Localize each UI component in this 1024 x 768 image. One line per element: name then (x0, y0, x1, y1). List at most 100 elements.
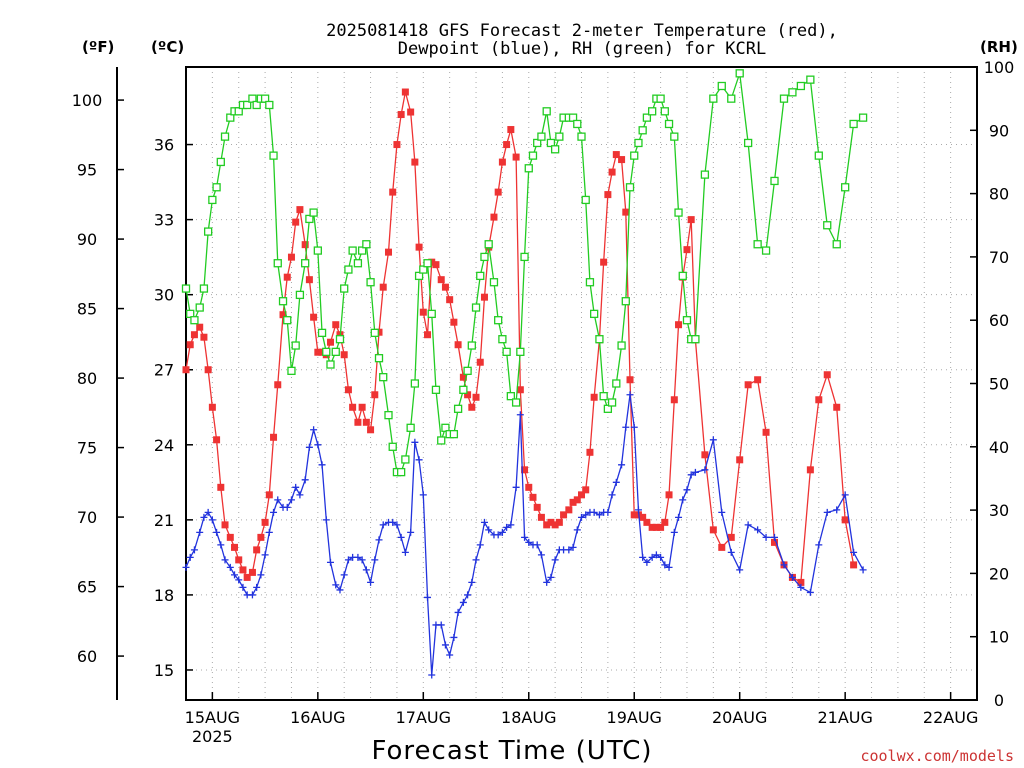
temperature-point (279, 311, 287, 319)
rh-point (331, 347, 340, 357)
rh-point (252, 100, 261, 110)
temperature-point (344, 386, 352, 394)
dewpoint-point (257, 571, 265, 579)
dewpoint-point (771, 533, 779, 541)
temperature-point (652, 523, 660, 531)
rh-point (788, 88, 797, 97)
dewpoint-point (754, 526, 762, 534)
dewpoint-point (411, 438, 419, 446)
temperature-point (850, 561, 858, 569)
rh-point (770, 176, 779, 186)
rh-point (431, 385, 441, 394)
rh-point (577, 132, 586, 141)
dewpoint-point (480, 518, 488, 526)
dewpoint-point (512, 483, 520, 491)
temperature-point (604, 191, 612, 199)
dewpoint-point (265, 528, 273, 536)
celsius-tick-label: 27 (154, 361, 174, 380)
dewpoint-point (464, 591, 472, 599)
temperature-point (565, 506, 573, 514)
dewpoint-point (679, 496, 687, 504)
temperature-point (296, 206, 304, 214)
fahrenheit-tick-label: 80 (77, 369, 97, 388)
rh-point (301, 259, 310, 268)
temperature-point (823, 371, 831, 379)
rh-point (220, 132, 230, 141)
rh-point (366, 278, 375, 287)
dewpoint-point (727, 548, 735, 556)
rh-point (682, 316, 692, 325)
dewpoint-point (468, 578, 476, 586)
dewpoint-point (371, 556, 379, 564)
axes (116, 66, 978, 701)
rh-point (779, 94, 789, 103)
rh-point (735, 69, 744, 78)
temperature-point (459, 373, 467, 381)
rh-point (212, 183, 221, 192)
rh-point (449, 429, 459, 439)
temperature-point (687, 216, 695, 224)
rh-point (642, 113, 652, 122)
temperature-point (287, 253, 295, 261)
temperature-point (490, 213, 498, 221)
temperature-point (235, 556, 243, 564)
dewpoint-point (226, 563, 234, 571)
celsius-tick-label: 15 (154, 661, 174, 680)
rh-point (709, 94, 718, 103)
temperature-point (305, 276, 313, 284)
temperature-point (648, 523, 656, 531)
dewpoint-point (459, 598, 467, 606)
temperature-point (407, 108, 415, 116)
rh-point (374, 354, 384, 363)
temperature-point (573, 496, 581, 504)
rh-point (181, 284, 191, 293)
dewpoint-point (850, 548, 858, 556)
rh-point (585, 278, 595, 287)
dewpoint-point (815, 541, 823, 549)
rh-point (295, 290, 305, 300)
rh-point (186, 309, 195, 319)
temperature-point (815, 396, 823, 404)
rh-point (599, 392, 608, 401)
rh-point (656, 94, 665, 103)
rh-point (634, 138, 643, 148)
x-tick-label: 15AUG (185, 708, 240, 727)
temperature-point (332, 321, 340, 329)
rh-point (423, 259, 432, 268)
fahrenheit-tick-label: 85 (77, 300, 97, 319)
temperature-point (665, 491, 673, 499)
temperature-point (200, 333, 208, 341)
temperature-point (204, 366, 212, 374)
fahrenheit-tick-label: 95 (77, 161, 97, 180)
dewpoint-point (670, 528, 678, 536)
fahrenheit-tick-label: 60 (77, 647, 97, 666)
temperature-point (190, 331, 198, 339)
rh-point (362, 240, 371, 249)
rh-point (603, 404, 613, 413)
dewpoint-point (344, 556, 352, 564)
temperature-point (590, 393, 598, 401)
dewpoint-point (454, 608, 462, 616)
dewpoint-point (393, 521, 401, 529)
temperature-point (626, 376, 634, 384)
rh-point (511, 398, 521, 407)
rh-point (388, 442, 397, 451)
dewpoint-point (551, 556, 559, 564)
celsius-unit-label: (ºC) (151, 38, 184, 56)
dewpoint-point (683, 486, 691, 494)
dewpoint-point (806, 588, 814, 596)
temperature-point (806, 466, 814, 474)
temperature-line (185, 91, 855, 584)
temperature-point (709, 526, 717, 534)
temperature-point (529, 493, 537, 501)
celsius-tick-label: 24 (154, 436, 174, 455)
temperature-point (397, 111, 405, 119)
temperature-point (208, 403, 216, 411)
temperature-point (675, 321, 683, 329)
rh-point (796, 81, 806, 91)
rh-point (524, 164, 533, 173)
rh-point (717, 81, 726, 91)
rh-tick-label: 30 (989, 501, 1009, 520)
temperature-point (622, 208, 630, 216)
dewpoint-point (253, 583, 261, 591)
